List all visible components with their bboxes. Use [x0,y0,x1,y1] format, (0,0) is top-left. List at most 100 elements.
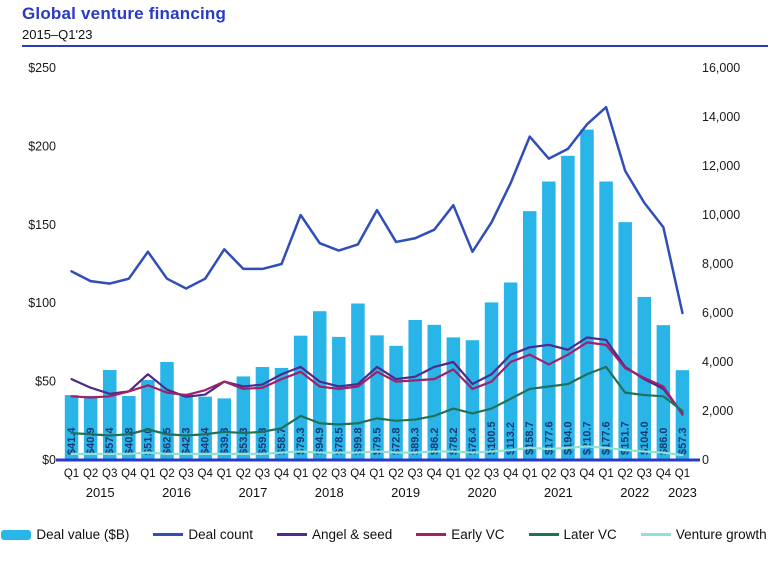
legend-label: Deal value ($B) [36,527,130,542]
chart-header: Global venture financing 2015–Q1'23 [22,4,226,42]
bar-value-label: $51.0 [142,427,154,455]
quarter-label: Q4 [427,468,443,480]
legend-item-later-vc: Later VC [528,527,617,542]
chart-legend: Deal value ($B) Deal count Angel & seed … [0,527,768,542]
year-label: 2022 [620,485,649,500]
bar-value-label: $58.7 [276,427,288,455]
quarter-label: Q4 [350,468,366,480]
bar-value-label: $78.5 [333,427,345,455]
deal-value-bar [580,129,594,460]
quarter-label: Q1 [217,468,232,480]
deal-value-bar [236,376,251,460]
bar-value-label: $39.3 [219,427,231,455]
quarter-label: Q3 [255,468,270,480]
page-subtitle: 2015–Q1'23 [22,27,93,42]
left-axis-tick-label: $50 [35,375,56,389]
legend-item-deal-count: Deal count [153,527,253,542]
quarter-label: Q2 [388,468,403,480]
bar-value-label: $89.3 [410,427,422,455]
deal-value-bar [217,398,232,460]
bar-value-label: $86.0 [658,427,670,455]
quarter-label: Q3 [331,468,346,480]
bar-value-label: $113.2 [505,422,517,455]
year-label: 2016 [162,485,191,500]
bar-value-label: $72.8 [391,427,403,455]
right-axis-tick-label: 0 [702,453,709,467]
quarter-label: Q3 [637,468,652,480]
year-label: 2020 [468,485,497,500]
quarter-label: Q1 [446,468,461,480]
bar-value-label: $41.4 [66,427,78,455]
bar-value-label: $40.4 [200,427,212,455]
deal-value-bar [503,282,518,460]
deal-value-bar [332,336,346,460]
legend-label: Deal count [188,527,253,542]
quarter-label: Q3 [484,468,499,480]
legend-label: Later VC [563,527,617,542]
deal-value-bar [179,393,193,460]
right-axis-tick-label: 16,000 [702,61,740,75]
deal-value-bar [446,337,461,460]
quarter-label: Q4 [579,468,595,480]
legend-label: Angel & seed [311,527,393,542]
bar-value-label: $76.4 [467,427,479,455]
quarter-label: Q1 [369,468,384,480]
deal-value-bar [274,367,289,460]
bar-value-label: $79.5 [372,427,384,455]
legend-label: Venture growth [675,527,767,542]
quarter-label: Q1 [675,468,690,480]
quarter-label: Q2 [159,468,174,480]
deal-value-bar [656,325,671,460]
quarter-label: Q1 [598,468,613,480]
early-vc-line [70,341,684,416]
year-label: 2017 [238,485,267,500]
quarter-label: Q4 [656,468,672,480]
later-vc-swatch-icon [528,533,559,536]
quarter-label: Q3 [408,468,423,480]
bar-value-label: $151.7 [620,421,632,455]
quarter-label: Q2 [312,468,327,480]
quarter-label: Q1 [293,468,308,480]
left-axis-tick-label: $200 [28,139,56,153]
quarter-label: Q1 [64,468,79,480]
bar-value-label: $104.0 [639,421,651,455]
quarter-label: Q4 [503,468,519,480]
year-label: 2018 [315,485,344,500]
quarter-label: Q2 [236,468,251,480]
deal-value-bar [389,345,403,460]
left-axis-tick-label: $0 [42,453,56,467]
deal-value-bar [408,319,422,460]
deal-value-bar [64,395,79,460]
bar-value-label: $94.9 [314,427,326,455]
deal-value-bar [599,181,613,460]
bar-value-label: $158.7 [524,421,536,455]
bar-value-label: $40.8 [123,427,135,455]
bar-value-label: $40.9 [85,427,97,455]
right-axis-tick-label: 10,000 [702,208,740,222]
right-axis-tick-label: 2,000 [702,404,733,418]
deal-value-bar [522,211,537,460]
bar-value-label: $57.3 [677,427,689,455]
quarter-label: Q2 [541,468,556,480]
quarter-label: Q3 [178,468,193,480]
year-label: 2015 [86,485,115,500]
deal-count-line [70,105,684,315]
deal-value-bar [198,396,212,460]
legend-item-deal-value: Deal value ($B) [1,527,129,542]
legend-item-venture-growth: Venture growth [640,527,767,542]
left-axis-tick-label: $100 [28,296,56,310]
right-axis-tick-label: 12,000 [702,159,740,173]
bar-value-label: $210.7 [582,421,594,455]
legend-label: Early VC [451,527,505,542]
quarter-label: Q4 [274,468,290,480]
bar-value-label: $62.5 [162,427,174,455]
deal-value-bar [465,340,480,460]
deal-value-bar [255,367,270,460]
quarter-label: Q2 [465,468,480,480]
deal-value-bar [83,395,98,460]
early-vc-swatch-icon [416,533,447,536]
quarter-label: Q2 [618,468,633,480]
angel-seed-line [70,336,684,415]
